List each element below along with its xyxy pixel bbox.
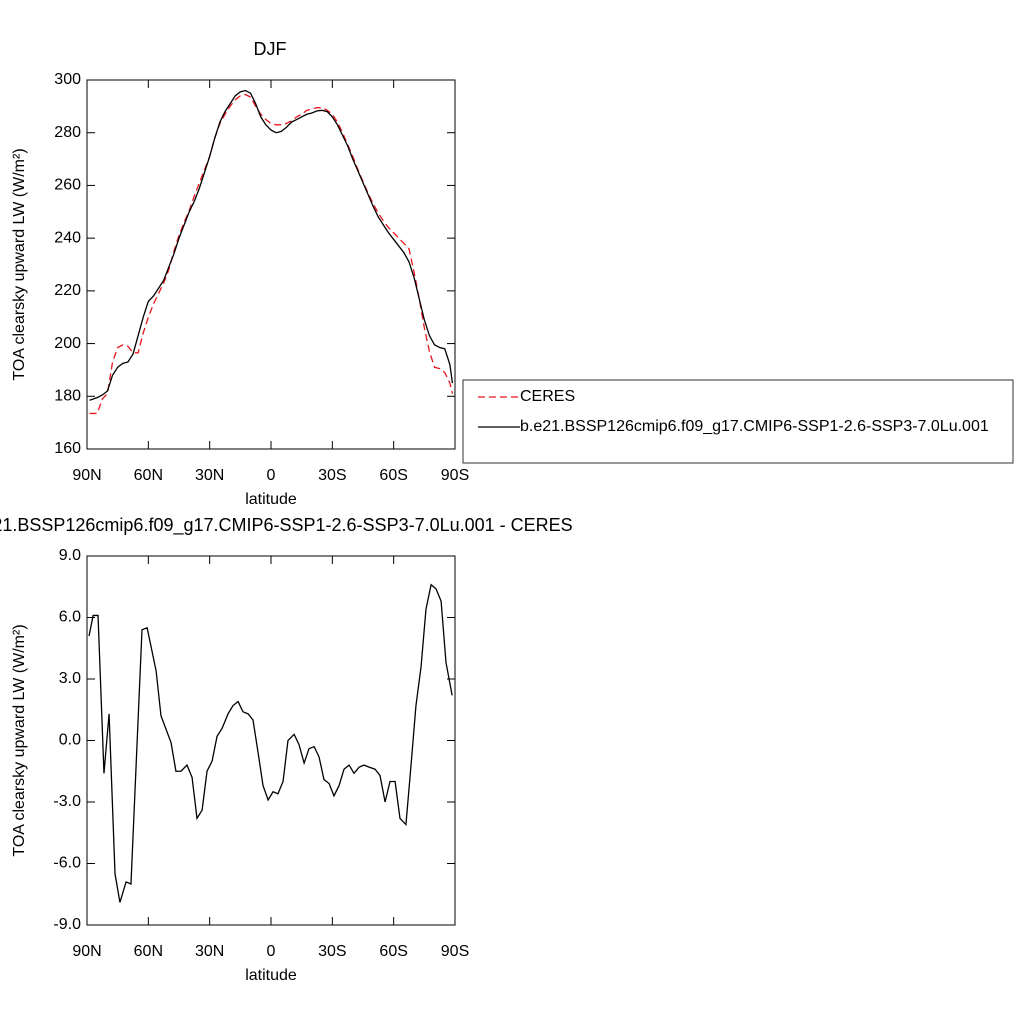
data-line (89, 93, 454, 415)
x-tick-label: 90S (441, 467, 469, 484)
x-axis-label: latitude (245, 491, 297, 508)
x-tick-label: 60S (379, 943, 407, 960)
y-tick-label: 280 (54, 124, 81, 141)
x-tick-label: 60N (134, 467, 163, 484)
y-tick-label: -9.0 (53, 916, 81, 933)
y-tick-label: 240 (54, 229, 81, 246)
y-tick-label: 300 (54, 71, 81, 88)
x-tick-label: 60N (134, 943, 163, 960)
y-tick-label: 6.0 (59, 609, 81, 626)
y-tick-label: 3.0 (59, 670, 81, 687)
y-axis-label: TOA clearsky upward LW (W/m²) (11, 148, 28, 380)
plot-frame (86, 79, 456, 450)
x-tick-label: 30N (195, 467, 224, 484)
data-line (89, 89, 454, 401)
y-tick-label: 220 (54, 282, 81, 299)
x-axis-label: latitude (245, 967, 297, 984)
y-tick-label: 160 (54, 440, 81, 457)
y-tick-label: 200 (54, 335, 81, 352)
y-tick-label: 9.0 (59, 547, 81, 564)
y-tick-label: 260 (54, 177, 81, 194)
x-tick-label: 90S (441, 943, 469, 960)
chart-title: b.e21.BSSP126cmip6.f09_g17.CMIP6-SSP1-2.… (0, 515, 573, 536)
y-tick-label: 180 (54, 388, 81, 405)
legend-label: CERES (520, 388, 575, 405)
y-axis-label: TOA clearsky upward LW (W/m²) (11, 624, 28, 856)
plot-frame (86, 555, 456, 926)
data-line (88, 583, 453, 903)
x-tick-label: 0 (267, 943, 276, 960)
x-tick-label: 30S (318, 467, 346, 484)
chart-title: DJF (254, 39, 287, 59)
y-tick-label: 0.0 (59, 732, 81, 749)
y-tick-label: -3.0 (53, 793, 81, 810)
x-tick-label: 0 (267, 467, 276, 484)
x-tick-label: 30N (195, 943, 224, 960)
x-tick-label: 90N (72, 467, 101, 484)
x-tick-label: 30S (318, 943, 346, 960)
x-tick-label: 60S (379, 467, 407, 484)
legend-box (462, 379, 1014, 464)
x-tick-label: 90N (72, 943, 101, 960)
legend-label: b.e21.BSSP126cmip6.f09_g17.CMIP6-SSP1-2.… (520, 418, 989, 435)
y-tick-label: -6.0 (53, 855, 81, 872)
